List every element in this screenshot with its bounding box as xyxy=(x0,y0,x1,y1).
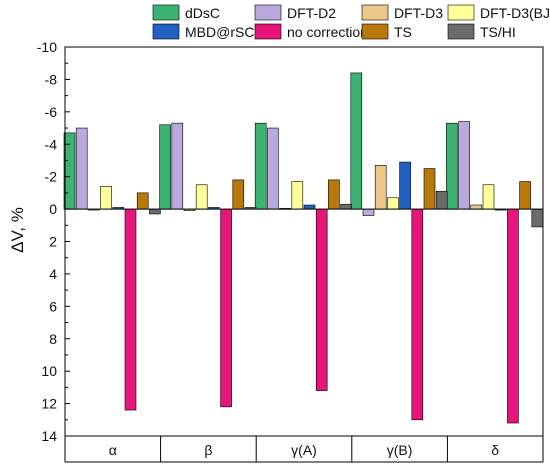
category-axis-box xyxy=(64,435,544,463)
legend-label: DFT-D2 xyxy=(287,5,336,21)
bar-dft-d2-1 xyxy=(171,122,184,210)
bar-mbd-rscs-3 xyxy=(399,161,411,210)
bar-dft-d2-0 xyxy=(75,127,88,210)
legend-swatch-no-correction xyxy=(254,23,282,40)
bar-no-correction-0 xyxy=(124,208,137,411)
bar-no-correction-2 xyxy=(315,208,328,391)
bar-ts-0 xyxy=(136,192,149,210)
legend-label: dDsC xyxy=(185,5,220,21)
bar-ts-3 xyxy=(423,168,436,210)
y-tick-label: -4 xyxy=(45,136,58,152)
y-tick-label: -8 xyxy=(45,71,58,87)
bar-ts-2 xyxy=(328,179,340,210)
y-tick-label: 10 xyxy=(41,363,57,379)
legend-swatch-dft-d3 xyxy=(361,4,389,21)
bar-no-correction-3 xyxy=(411,208,424,421)
bar-no-correction-4 xyxy=(507,208,519,424)
plot-frame xyxy=(64,46,544,437)
bar-mbd-rscs-2 xyxy=(303,204,316,210)
legend: dDsC DFT-D2 DFT-D3 DFT-D3(BJ) MBD@rSCS no cor… xyxy=(152,4,550,40)
y-tick-label: 4 xyxy=(49,266,57,282)
y-tick-label: -2 xyxy=(45,169,58,185)
bar-dft-d3-bj--2 xyxy=(291,181,304,210)
legend-swatch-ddsc xyxy=(152,4,180,21)
category-label: δ xyxy=(491,442,499,458)
y-axis-title: ΔV, % xyxy=(8,207,27,253)
bar-no-correction-1 xyxy=(220,208,232,408)
legend-swatch-mbd-rscs xyxy=(152,23,180,40)
legend-swatch-dft-d2 xyxy=(254,4,282,21)
legend-label: DFT-D3 xyxy=(394,5,443,21)
y-tick-label: 0 xyxy=(49,201,57,217)
bar-dft-d2-2 xyxy=(267,127,279,210)
bar-dft-d3-bj--1 xyxy=(195,184,208,210)
y-tick-label: 14 xyxy=(41,428,57,444)
bar-dft-d3-bj--3 xyxy=(387,197,399,210)
legend-swatch-ts-hi xyxy=(447,23,475,40)
legend-swatch-dft-d3-bj- xyxy=(447,4,475,21)
bar-ddsc-3 xyxy=(350,72,363,210)
bar-ts-hi-0 xyxy=(149,208,161,215)
bar-ts-1 xyxy=(232,179,245,210)
y-tick-label: 6 xyxy=(49,298,57,314)
y-tick-label: 2 xyxy=(49,234,57,250)
axes: -10 -8 -6 -4 -2 0 2 4 6 8 10 12 14 α β γ(A) γ(B) δ xyxy=(37,39,544,463)
category-label: γ(B) xyxy=(387,442,413,458)
bar-ddsc-2 xyxy=(254,122,267,210)
bar-ts-hi-3 xyxy=(435,190,448,210)
bar-dft-d3-3 xyxy=(374,165,387,210)
bar-dft-d3-bj--4 xyxy=(482,184,495,210)
bar-ddsc-1 xyxy=(159,124,171,210)
bar-dft-d3-bj--0 xyxy=(100,186,112,210)
y-tick-label: -6 xyxy=(45,104,58,120)
y-tick-label: 12 xyxy=(41,396,57,412)
legend-label: TS xyxy=(394,24,412,40)
bar-ts-hi-4 xyxy=(531,208,544,228)
bar-dft-d2-3 xyxy=(362,208,375,216)
bar-dft-d2-4 xyxy=(458,121,470,210)
bar-dft-d3-4 xyxy=(470,204,483,210)
bar-ts-4 xyxy=(519,181,531,210)
category-label: β xyxy=(204,442,212,458)
legend-label: no correction xyxy=(287,24,368,40)
legend-label: MBD@rSCS xyxy=(185,24,264,40)
legend-label: DFT-D3(BJ) xyxy=(480,5,550,21)
bar-ddsc-4 xyxy=(446,122,458,210)
category-label: α xyxy=(109,442,117,458)
bars xyxy=(63,72,544,424)
legend-label: TS/HI xyxy=(480,24,516,40)
category-label: γ(A) xyxy=(291,442,317,458)
bar-ts-hi-2 xyxy=(340,203,352,210)
y-tick-label: -10 xyxy=(37,39,57,55)
legend-swatch-ts xyxy=(361,23,389,40)
y-tick-label: 8 xyxy=(49,331,57,347)
